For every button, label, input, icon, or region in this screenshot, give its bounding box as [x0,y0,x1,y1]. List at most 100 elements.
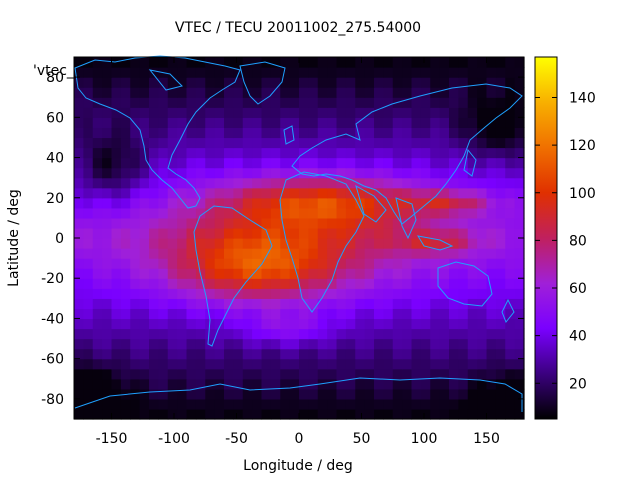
heatmap-cell [383,378,394,390]
heatmap-cell [327,117,338,128]
heatmap-cell [345,368,356,380]
heatmap-cell [242,238,253,249]
heatmap-cell [233,308,244,320]
heatmap-cell [449,298,459,309]
heatmap-cell [345,197,356,209]
heatmap-cell [289,187,300,199]
heatmap-cell [467,378,478,390]
heatmap-cell [383,318,394,330]
heatmap-cell [514,77,525,88]
heatmap-cell [327,278,338,289]
heatmap-cell [139,238,150,249]
heatmap-cell [214,358,225,370]
heatmap-cell [458,398,469,410]
heatmap-cell [345,177,356,189]
heatmap-cell [374,67,384,78]
heatmap-cell [439,238,450,249]
heatmap-cell [270,318,281,330]
heatmap-cell [374,408,384,420]
heatmap-cell [336,177,347,189]
heatmap-cell [486,298,497,309]
heatmap-cell [345,378,356,390]
heatmap-cell [195,107,206,118]
heatmap-cell [280,398,291,410]
heatmap-cell [214,408,225,420]
heatmap-cell [252,258,263,269]
heatmap-cell [495,67,506,78]
heatmap-cell [345,137,356,149]
heatmap-cell [242,77,253,88]
heatmap-cell [355,258,366,269]
heatmap-cell [514,107,525,118]
heatmap-cell [224,288,234,299]
heatmap-cell [149,388,159,400]
heatmap-cell [261,328,272,340]
heatmap-cell [252,348,263,360]
heatmap-cell [74,57,84,68]
heatmap-cell [280,207,291,219]
heatmap-cell [374,227,384,239]
heatmap-cell [289,167,300,179]
heatmap-cell [308,258,319,269]
heatmap-cell [392,137,403,149]
heatmap-cell [336,117,347,128]
heatmap-cell [289,378,300,390]
heatmap-cell [186,378,197,390]
heatmap-cell [102,107,113,118]
heatmap-cell [505,278,516,289]
y-tick-label: 40 [46,151,64,167]
heatmap-cell [195,127,206,139]
heatmap-cell [449,268,459,279]
heatmap-cell [158,348,169,360]
heatmap-cell [449,117,459,128]
heatmap-cell [420,358,431,370]
heatmap-cell [186,248,197,259]
heatmap-cell [177,318,188,330]
heatmap-cell [430,77,441,88]
heatmap-cell [514,308,525,320]
heatmap-cell [92,147,103,159]
heatmap-cell [345,117,356,128]
heatmap-cell [149,268,159,279]
heatmap-cell [402,227,413,239]
heatmap-cell [411,238,422,249]
heatmap-cell [374,177,384,189]
heatmap-cell [383,87,394,98]
heatmap-cell [308,127,319,139]
heatmap-cell [139,217,150,229]
heatmap-cell [74,87,84,98]
heatmap-cell [411,348,422,360]
heatmap-cell [327,217,338,229]
heatmap-cell [130,187,141,199]
heatmap-cell [214,197,225,209]
heatmap-cell [177,368,188,380]
heatmap-cell [411,227,422,239]
heatmap-cell [449,217,459,229]
colorbar-tick-label: 120 [569,138,596,154]
heatmap-cell [92,368,103,380]
heatmap-cell [111,348,122,360]
heatmap-cell [505,157,516,169]
heatmap-cell [120,338,131,350]
heatmap-cell [374,388,384,400]
heatmap-cell [458,57,469,68]
heatmap-cell [458,197,469,209]
heatmap-cell [495,97,506,108]
heatmap-cell [102,398,113,410]
heatmap-cell [102,358,113,370]
heatmap-cell [158,248,169,259]
heatmap-cell [111,298,122,309]
heatmap-cell [74,107,84,118]
heatmap-cell [299,227,309,239]
heatmap-cell [280,127,291,139]
heatmap-cell [392,147,403,159]
heatmap-cell [308,328,319,340]
heatmap-cell [505,57,516,68]
heatmap-cell [514,67,525,78]
heatmap-cell [289,248,300,259]
heatmap-cell [336,268,347,279]
heatmap-cell [486,238,497,249]
heatmap-cell [411,398,422,410]
heatmap-cell [355,318,366,330]
heatmap-cell [158,227,169,239]
